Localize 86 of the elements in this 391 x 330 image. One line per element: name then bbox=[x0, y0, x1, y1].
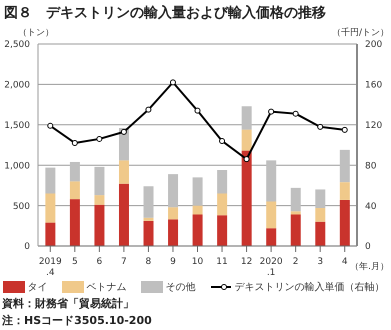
chart-title: 図８ デキストリンの輸入量および輸入価格の推移 bbox=[3, 4, 327, 23]
bar bbox=[94, 195, 104, 205]
y2-tick-label: 40 bbox=[365, 202, 377, 212]
bar bbox=[217, 193, 228, 216]
bar bbox=[144, 186, 154, 218]
bar bbox=[45, 168, 56, 194]
bar bbox=[242, 106, 252, 130]
bar bbox=[217, 215, 228, 246]
bar bbox=[70, 181, 80, 200]
x-tick-label: 8 bbox=[146, 257, 152, 267]
legend-label: その他 bbox=[166, 281, 196, 294]
point bbox=[47, 122, 54, 129]
bar bbox=[192, 206, 203, 214]
bar bbox=[290, 188, 301, 212]
bar bbox=[192, 214, 203, 246]
bar bbox=[217, 170, 228, 194]
point bbox=[219, 138, 226, 144]
text: 注：HSコード3505.10-200 bbox=[2, 313, 153, 328]
point bbox=[72, 140, 78, 146]
y2-tick-label: 120 bbox=[365, 120, 382, 131]
bar bbox=[144, 218, 154, 221]
y-tick-label: 0 bbox=[24, 242, 30, 252]
y2-axis-title: （千円/トン） bbox=[332, 26, 389, 39]
bar bbox=[168, 207, 178, 220]
point bbox=[120, 128, 127, 135]
point bbox=[96, 136, 102, 142]
bar bbox=[340, 200, 350, 246]
bar bbox=[94, 204, 104, 246]
y-tick-label: 500 bbox=[12, 202, 30, 212]
bar bbox=[94, 166, 104, 196]
x-tick-label: 11 bbox=[216, 257, 228, 267]
x-tick-label: 6 bbox=[96, 257, 102, 267]
x-tick-label: 4 bbox=[342, 257, 348, 267]
x-tick-label: 2020 .1 bbox=[260, 257, 283, 278]
x-tick-label: 2019 .4 bbox=[38, 257, 62, 278]
text: 資料：財務省「貿易統計」 bbox=[2, 296, 135, 311]
y-axis-title: （トン） bbox=[18, 27, 54, 39]
bar bbox=[118, 160, 129, 184]
bar bbox=[45, 193, 56, 223]
bar bbox=[118, 184, 129, 246]
bar bbox=[290, 211, 301, 214]
x-tick-label: 2 bbox=[292, 257, 299, 267]
x-tick-label: 9 bbox=[170, 257, 176, 267]
bar bbox=[70, 162, 80, 182]
bar bbox=[70, 199, 80, 246]
x-tick-label: 12 bbox=[240, 257, 252, 267]
bar bbox=[266, 228, 276, 246]
y-tick-label: 1,500 bbox=[4, 120, 30, 131]
bar bbox=[242, 150, 252, 246]
x-tick-label: 10 bbox=[192, 257, 204, 267]
point bbox=[317, 124, 324, 130]
bar bbox=[266, 202, 276, 228]
bar bbox=[315, 208, 326, 222]
bar bbox=[315, 189, 326, 208]
y2-tick-label: 0 bbox=[365, 242, 371, 252]
y-tick-label: 2,000 bbox=[4, 80, 30, 91]
bar bbox=[266, 160, 276, 202]
point bbox=[244, 156, 250, 162]
bar bbox=[168, 174, 178, 208]
bar bbox=[340, 150, 350, 182]
bar bbox=[242, 130, 252, 151]
y-tick-label: 2,500 bbox=[4, 40, 30, 50]
bar bbox=[192, 177, 203, 206]
point bbox=[342, 126, 348, 133]
point bbox=[194, 108, 200, 114]
bar bbox=[340, 182, 350, 200]
bar bbox=[144, 220, 154, 246]
x-axis-title: （年.月） bbox=[350, 260, 389, 273]
legend-label: デキストリンの輸入単価（右軸） bbox=[234, 280, 384, 294]
y2-tick-label: 80 bbox=[365, 161, 377, 172]
point bbox=[268, 108, 274, 115]
legend-label: ベトナム bbox=[86, 281, 126, 294]
x-tick-label: 7 bbox=[121, 257, 127, 267]
bar bbox=[168, 219, 178, 246]
y-tick-label: 1,000 bbox=[4, 161, 30, 172]
x-tick-label: 5 bbox=[72, 257, 78, 267]
y2-tick-label: 200 bbox=[365, 40, 382, 50]
bar bbox=[290, 214, 301, 246]
bar bbox=[45, 222, 56, 246]
legend-label: タイ bbox=[28, 281, 48, 294]
point bbox=[170, 79, 176, 86]
point bbox=[292, 110, 299, 117]
y2-tick-label: 160 bbox=[365, 80, 382, 91]
bar bbox=[315, 222, 326, 246]
point bbox=[145, 106, 152, 113]
x-tick-label: 3 bbox=[317, 257, 324, 267]
